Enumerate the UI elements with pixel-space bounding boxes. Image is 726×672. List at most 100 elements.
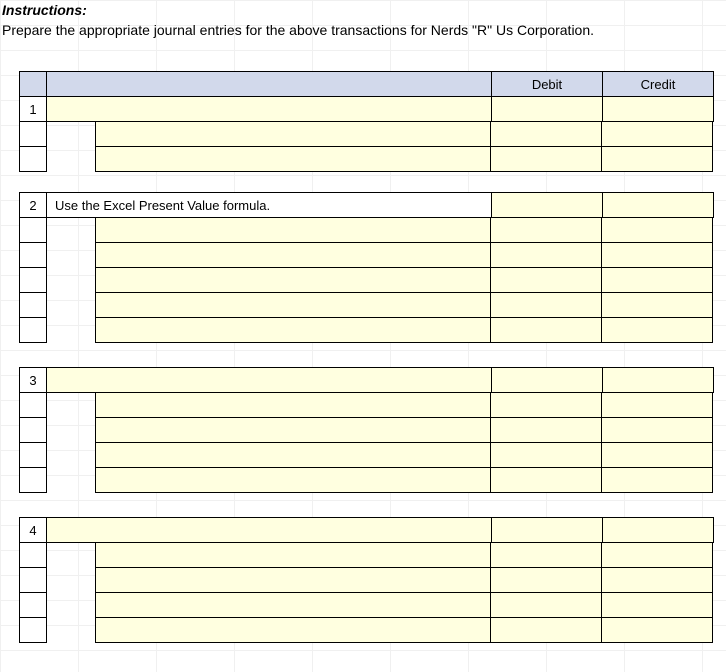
debit-cell[interactable] [490,567,602,593]
entry-row [20,443,714,468]
entry-row [20,393,714,418]
header-blank-desc [46,71,492,97]
credit-cell[interactable] [602,517,714,543]
debit-cell[interactable] [490,146,602,172]
credit-cell[interactable] [602,367,714,393]
debit-cell[interactable] [490,292,602,318]
journal-block-3: 3 [20,368,714,493]
desc-cell[interactable] [95,442,491,468]
debit-cell[interactable] [491,517,603,543]
debit-cell[interactable] [490,217,602,243]
credit-cell[interactable] [601,217,713,243]
credit-cell[interactable] [602,192,714,218]
indent-gap [46,617,96,643]
indent-gap [46,417,96,443]
desc-cell[interactable] [95,292,491,318]
credit-cell[interactable] [601,267,713,293]
journal-block-4: 4 [20,518,714,643]
desc-cell[interactable] [95,617,491,643]
entry-row [20,243,714,268]
desc-cell[interactable] [95,267,491,293]
entry-blank-num [19,242,47,268]
credit-cell[interactable] [601,392,713,418]
desc-cell[interactable] [95,467,491,493]
credit-cell[interactable] [601,567,713,593]
header-row: Debit Credit [20,72,714,97]
entry-row: 1 [20,97,714,122]
entry-blank-num [19,617,47,643]
desc-cell[interactable] [95,242,491,268]
desc-cell[interactable] [95,542,491,568]
debit-cell[interactable] [490,392,602,418]
header-blank-num [19,71,47,97]
entry-blank-num [19,567,47,593]
entry-row: 2 Use the Excel Present Value formula. [20,193,714,218]
debit-cell[interactable] [490,317,602,343]
entry-number: 2 [19,192,47,218]
entry-blank-num [19,442,47,468]
credit-cell[interactable] [601,417,713,443]
entry-blank-num [19,467,47,493]
desc-cell[interactable] [95,567,491,593]
debit-cell[interactable] [490,442,602,468]
desc-cell[interactable] [95,121,491,147]
debit-cell[interactable] [491,367,603,393]
entry-row [20,568,714,593]
desc-cell[interactable] [95,592,491,618]
indent-gap [46,317,96,343]
credit-cell[interactable] [601,146,713,172]
debit-cell[interactable] [490,467,602,493]
desc-cell[interactable] [95,217,491,243]
credit-cell[interactable] [601,317,713,343]
entry-row [20,543,714,568]
credit-cell[interactable] [601,121,713,147]
journal-block-2: 2 Use the Excel Present Value formula. [20,193,714,343]
entry-row [20,218,714,243]
indent-gap [46,292,96,318]
debit-cell[interactable] [490,242,602,268]
desc-cell[interactable] [46,367,492,393]
debit-cell[interactable] [490,417,602,443]
indent-gap [46,217,96,243]
indent-gap [46,267,96,293]
debit-cell[interactable] [490,592,602,618]
credit-cell[interactable] [601,292,713,318]
desc-cell[interactable] [95,317,491,343]
debit-cell[interactable] [490,617,602,643]
credit-cell[interactable] [601,592,713,618]
entry-row [20,122,714,147]
journal-block-1: Debit Credit 1 [20,72,714,172]
entry-row [20,593,714,618]
entry-blank-num [19,121,47,147]
desc-cell[interactable] [46,517,492,543]
debit-cell[interactable] [491,96,603,122]
desc-cell[interactable] [95,146,491,172]
indent-gap [46,121,96,147]
entry-row: 4 [20,518,714,543]
header-debit: Debit [491,71,603,97]
entry-number: 1 [19,96,47,122]
credit-cell[interactable] [602,96,714,122]
debit-cell[interactable] [491,192,603,218]
desc-cell[interactable] [95,417,491,443]
credit-cell[interactable] [601,467,713,493]
debit-cell[interactable] [490,267,602,293]
indent-gap [46,146,96,172]
indent-gap [46,542,96,568]
entry-row [20,318,714,343]
entry-row [20,418,714,443]
entry-blank-num [19,392,47,418]
header-credit: Credit [602,71,714,97]
debit-cell[interactable] [490,542,602,568]
desc-cell[interactable] [46,96,492,122]
desc-cell[interactable] [95,392,491,418]
entry-row [20,468,714,493]
indent-gap [46,442,96,468]
debit-cell[interactable] [490,121,602,147]
credit-cell[interactable] [601,617,713,643]
entry-row [20,293,714,318]
credit-cell[interactable] [601,442,713,468]
credit-cell[interactable] [601,542,713,568]
entry-blank-num [19,217,47,243]
credit-cell[interactable] [601,242,713,268]
